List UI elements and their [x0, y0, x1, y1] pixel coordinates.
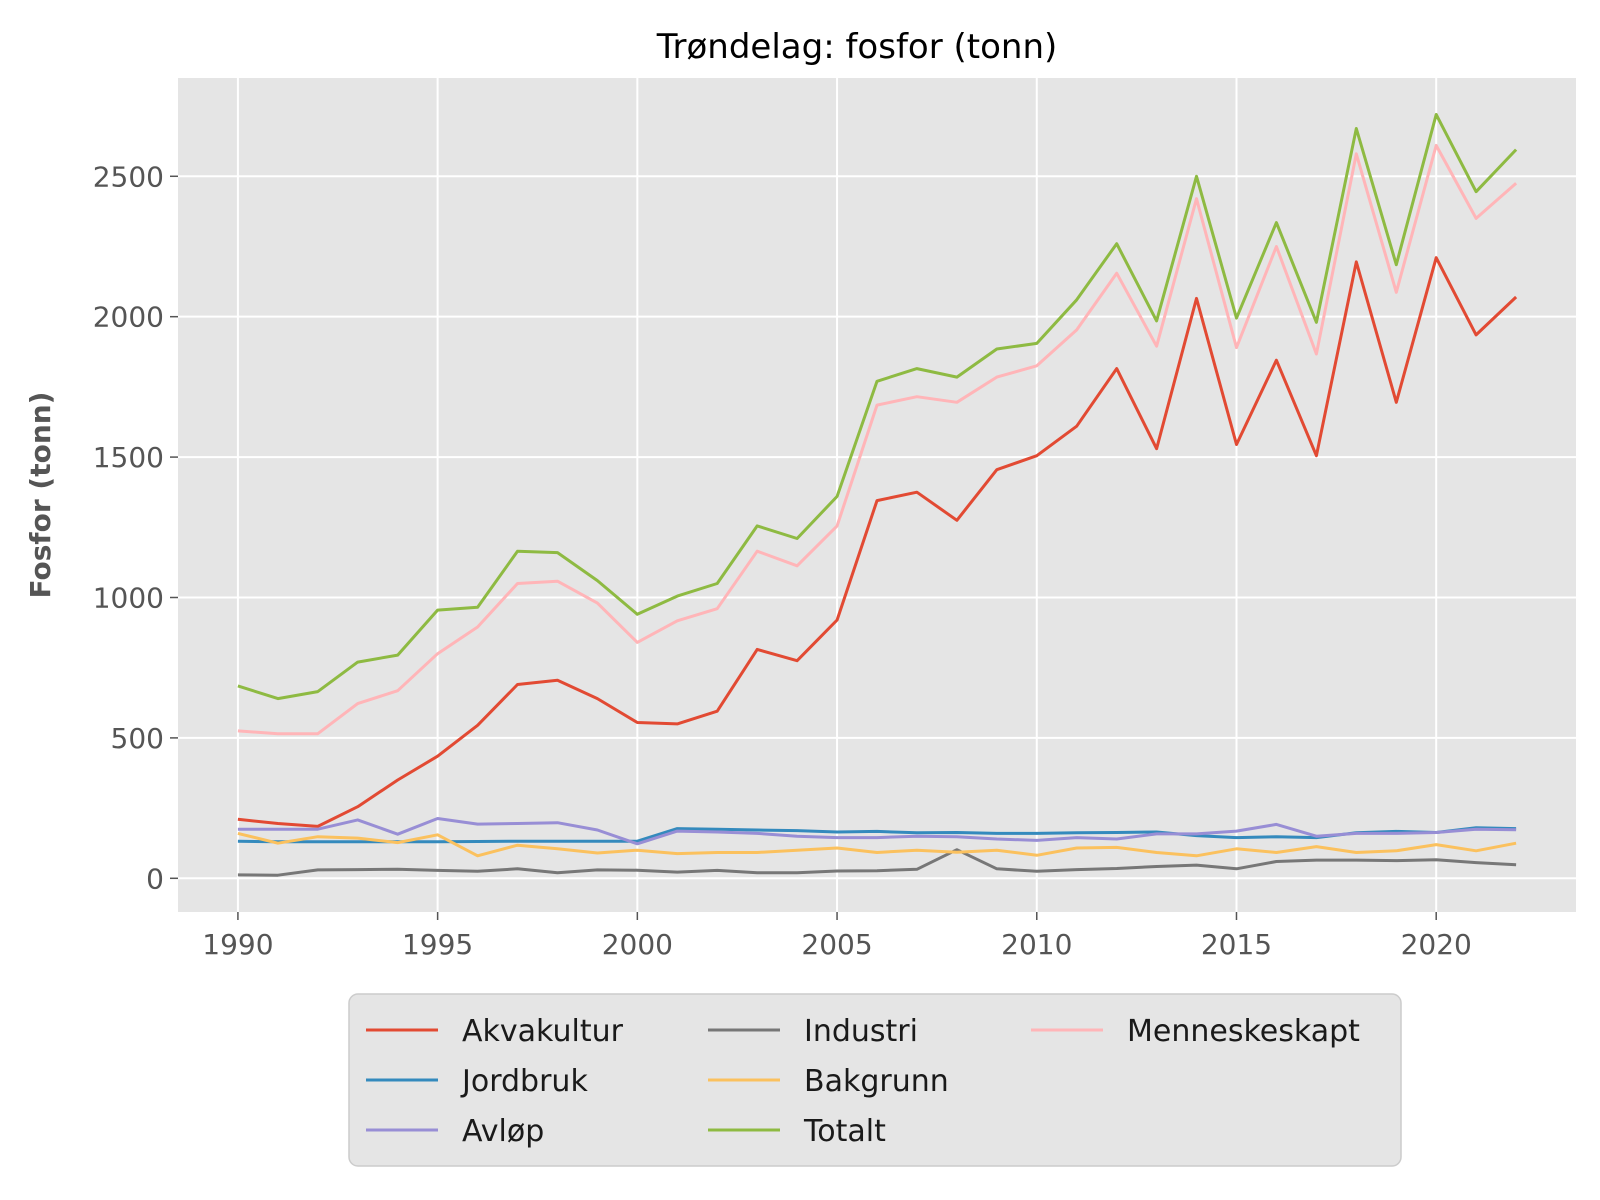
y-tick-label: 500 — [111, 722, 164, 755]
y-tick-label: 1000 — [93, 581, 164, 614]
x-tick-label: 2005 — [801, 928, 872, 961]
y-axis-label: Fosfor (tonn) — [24, 392, 57, 599]
y-tick-label: 0 — [146, 862, 164, 895]
x-tick-label: 2010 — [1001, 928, 1072, 961]
chart-title: Trøndelag: fosfor (tonn) — [656, 27, 1058, 67]
x-tick-label: 2020 — [1401, 928, 1472, 961]
y-tick-label: 2000 — [93, 301, 164, 334]
series-line-totalt — [237, 113, 1518, 701]
series-line-menneskeskapt — [237, 143, 1518, 736]
series-line-bakgrunn — [237, 831, 1517, 858]
y-tick-label: 2500 — [93, 160, 164, 193]
legend-box — [348, 993, 1402, 1167]
grid — [178, 78, 1576, 912]
legend-label-industri: Industri — [804, 1014, 918, 1049]
y-tick-label: 1500 — [93, 441, 164, 474]
x-tick-label: 1995 — [402, 928, 473, 961]
legend-label-avlop: Avløp — [462, 1114, 544, 1149]
series-line-industri — [237, 848, 1517, 877]
legend: Akvakultur Jordbruk Avløp Industri Bakgrunn T… — [348, 993, 1402, 1167]
x-axis-ticks: 1990 1995 2000 2005 2010 2015 2020 — [202, 912, 1472, 961]
legend-label-jordbruk: Jordbruk — [460, 1064, 588, 1099]
legend-label-bakgrunn: Bakgrunn — [804, 1064, 949, 1099]
series-line-akvakultur — [237, 256, 1518, 828]
series-lines — [237, 113, 1518, 877]
legend-label-akvakultur: Akvakultur — [462, 1014, 624, 1049]
series-line-avlop — [237, 817, 1517, 846]
y-axis-ticks: 0 500 1000 1500 2000 2500 — [93, 160, 178, 895]
legend-label-totalt: Totalt — [803, 1114, 886, 1149]
x-tick-label: 2000 — [602, 928, 673, 961]
x-tick-label: 1990 — [202, 928, 273, 961]
legend-label-menneskeskapt: Menneskeskapt — [1127, 1014, 1360, 1049]
x-tick-label: 2015 — [1201, 928, 1272, 961]
